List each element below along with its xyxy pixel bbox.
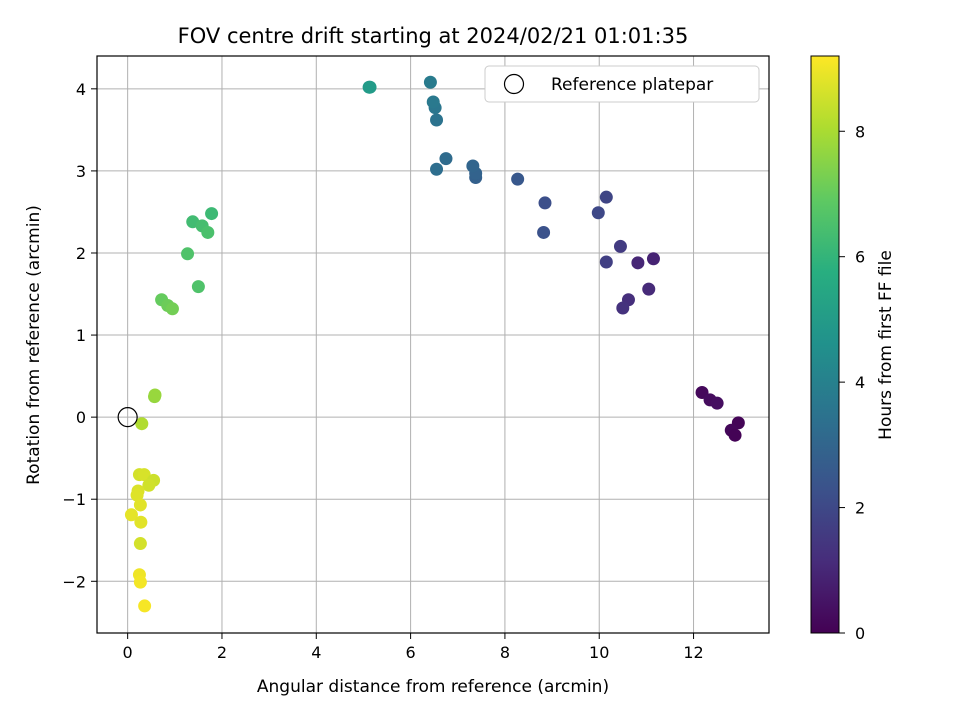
data-point	[631, 256, 645, 270]
colorbar-tick-label: 4	[855, 373, 865, 392]
data-point	[642, 282, 656, 296]
y-tick-label: 1	[76, 326, 86, 345]
data-point	[616, 301, 630, 315]
data-point	[538, 196, 552, 210]
data-point	[148, 388, 162, 402]
grid	[97, 56, 769, 633]
reference-point	[117, 407, 138, 428]
data-point	[363, 80, 377, 94]
x-tick-label: 4	[311, 643, 321, 662]
data-point	[201, 225, 215, 239]
x-tick-label: 8	[500, 643, 510, 662]
data-point	[138, 599, 152, 613]
colorbar-label: Hours from first FF file	[876, 250, 896, 440]
data-point	[430, 162, 444, 176]
data-point	[591, 206, 605, 220]
data-point	[511, 172, 525, 186]
y-axis-ticks: −2 −1 0 1 2 3 4	[62, 80, 97, 591]
y-tick-label: 4	[76, 80, 86, 99]
y-tick-label: −2	[62, 572, 86, 591]
data-points	[124, 75, 745, 613]
colorbar-ticks: 0 2 4 6 8	[839, 122, 865, 643]
data-point	[142, 478, 156, 492]
colorbar-tick-label: 6	[855, 248, 865, 267]
data-point	[124, 508, 138, 522]
colorbar	[810, 55, 840, 634]
reference-marker	[117, 407, 138, 428]
x-axis-label: Angular distance from reference (arcmin)	[257, 677, 609, 697]
data-point	[710, 396, 724, 410]
data-point	[599, 190, 613, 204]
data-point	[613, 239, 627, 253]
y-tick-label: −1	[62, 490, 86, 509]
data-point	[133, 575, 147, 589]
x-tick-label: 12	[683, 643, 703, 662]
data-point	[134, 515, 148, 529]
data-point	[728, 428, 742, 442]
data-point	[423, 75, 437, 89]
colorbar-tick-label: 0	[855, 624, 865, 643]
legend-box	[484, 65, 760, 103]
data-point	[191, 280, 205, 294]
data-point	[646, 252, 660, 266]
data-point	[439, 152, 453, 166]
data-point	[133, 498, 147, 512]
x-axis-ticks: 0 2 4 6 8 10 12	[123, 633, 704, 662]
y-axis-label: Rotation from reference (arcmin)	[24, 205, 44, 485]
x-tick-label: 0	[123, 643, 133, 662]
x-tick-label: 10	[589, 643, 609, 662]
colorbar-tick-label: 8	[855, 122, 865, 141]
data-point	[599, 255, 613, 269]
data-point	[430, 113, 444, 127]
x-tick-label: 6	[406, 643, 416, 662]
colorbar-tick-label: 2	[855, 499, 865, 518]
legend: Reference platepar	[484, 65, 760, 103]
data-point	[133, 537, 147, 551]
data-point	[130, 488, 144, 502]
y-tick-label: 2	[76, 244, 86, 263]
data-point	[426, 95, 440, 109]
x-tick-label: 2	[217, 643, 227, 662]
y-tick-label: 0	[76, 408, 86, 427]
legend-label: Reference platepar	[551, 75, 713, 95]
chart-title: FOV centre drift starting at 2024/02/21 …	[178, 24, 689, 48]
data-point	[137, 468, 151, 482]
legend-marker	[503, 73, 525, 95]
data-point	[165, 302, 179, 316]
data-point	[466, 159, 480, 173]
data-point	[205, 207, 219, 221]
plot-frame	[96, 55, 770, 634]
data-point	[181, 247, 195, 261]
data-point	[135, 417, 149, 431]
data-point	[537, 225, 551, 239]
y-tick-label: 3	[76, 162, 86, 181]
